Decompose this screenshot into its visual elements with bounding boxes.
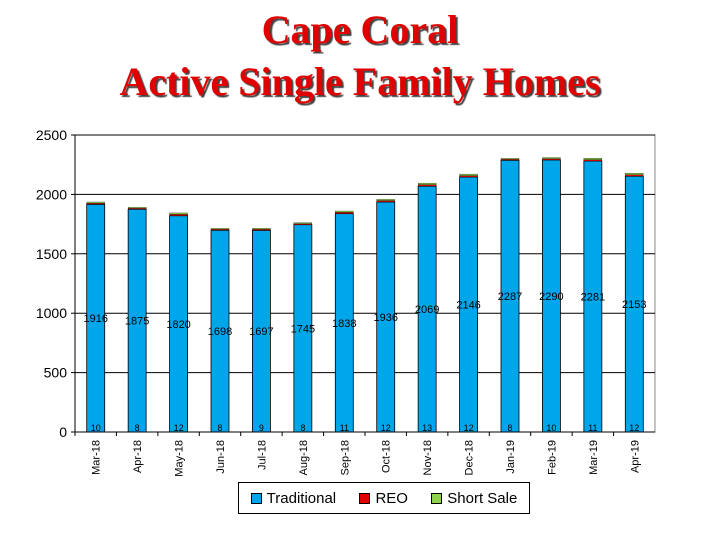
data-label-reo: 10 <box>91 423 101 433</box>
legend-swatch-reo <box>359 492 371 504</box>
x-tick-label: Jul-18 <box>256 440 268 470</box>
data-label-reo: 12 <box>629 423 639 433</box>
chart-legend: Traditional REO Short Sale <box>238 482 530 514</box>
x-tick-label: Dec-18 <box>464 440 476 475</box>
legend-swatch-short-sale <box>431 492 443 504</box>
data-label-traditional: 1875 <box>125 316 149 328</box>
x-tick-label: Sep-18 <box>339 440 351 475</box>
data-label-traditional: 1916 <box>83 313 107 325</box>
y-tick-label: 2500 <box>36 127 67 143</box>
chart-title-line1: Cape Coral <box>261 7 459 52</box>
bar-reo <box>86 203 105 205</box>
bar-short-sale <box>169 212 188 215</box>
legend-label-traditional: Traditional <box>266 489 337 507</box>
data-label-reo: 9 <box>259 423 264 433</box>
bar-short-sale <box>127 207 147 209</box>
data-label-reo: 11 <box>340 423 349 433</box>
bar-reo <box>376 200 395 203</box>
data-label-reo: 11 <box>588 423 597 433</box>
plot-area <box>74 134 656 433</box>
bar-reo <box>417 184 437 187</box>
bar-reo <box>583 159 603 162</box>
data-label-reo: 8 <box>217 423 222 433</box>
x-tick-label: Mar-18 <box>91 440 103 475</box>
data-label-reo: 8 <box>507 423 512 433</box>
data-label-traditional: 2287 <box>498 291 522 303</box>
bar-short-sale <box>86 201 105 204</box>
data-label-traditional: 1838 <box>332 318 356 330</box>
data-label-reo: 8 <box>300 423 305 433</box>
y-tick-label: 2000 <box>36 186 67 202</box>
bar-chart: 0 500 1000 1500 2000 2500 1916 10 Mar-18 1875 8 Apr… <box>36 127 656 477</box>
x-tick-label: Apr-18 <box>132 440 144 473</box>
x-tick-label: Jan-19 <box>505 440 517 474</box>
bar-short-sale <box>542 157 561 159</box>
bar-reo <box>459 175 478 178</box>
legend-swatch-traditional <box>250 492 262 504</box>
data-label-reo: 10 <box>546 423 556 433</box>
legend-label-short-sale: Short Sale <box>447 489 518 507</box>
x-tick-label: Aug-18 <box>298 440 310 475</box>
bar-reo <box>252 229 271 231</box>
bar-short-sale <box>417 182 437 185</box>
x-tick-label: Apr-19 <box>629 440 641 473</box>
legend-item-reo: REO <box>359 490 408 507</box>
legend-item-short-sale: Short Sale <box>431 490 517 507</box>
x-tick-label: May-18 <box>174 440 186 477</box>
data-label-traditional: 1820 <box>166 319 190 331</box>
x-tick-label: Jun-18 <box>215 440 227 474</box>
data-label-traditional: 1745 <box>291 323 315 335</box>
bar-short-sale <box>252 228 271 230</box>
bar-reo <box>542 158 561 161</box>
chart-title-line2: Active Single Family Homes <box>119 59 601 104</box>
data-label-reo: 13 <box>422 423 432 433</box>
bar-short-sale <box>500 158 520 160</box>
data-label-reo: 12 <box>381 423 391 433</box>
bar-short-sale <box>376 199 395 201</box>
y-tick-label: 1500 <box>36 246 67 262</box>
bar-short-sale <box>293 222 313 224</box>
bar-short-sale <box>210 228 230 230</box>
x-tick-label: Nov-18 <box>422 440 434 475</box>
bar-reo <box>625 174 644 177</box>
bar-short-sale <box>335 210 354 213</box>
data-label-traditional: 1698 <box>208 326 232 338</box>
y-tick-label: 500 <box>44 365 68 381</box>
y-tick-label: 1000 <box>36 305 67 321</box>
data-label-traditional: 2069 <box>415 304 439 316</box>
x-tick-label: Mar-19 <box>588 440 600 475</box>
data-label-traditional: 2153 <box>622 299 646 311</box>
data-label-traditional: 2281 <box>581 292 605 304</box>
bar-reo <box>169 214 188 216</box>
bar-short-sale <box>583 158 603 160</box>
x-tick-label: Feb-19 <box>546 440 558 475</box>
data-label-reo: 8 <box>135 423 140 433</box>
bar-short-sale <box>459 173 478 176</box>
y-tick-label: 0 <box>59 424 67 440</box>
data-label-traditional: 1697 <box>249 326 273 338</box>
data-label-reo: 12 <box>464 423 474 433</box>
data-label-traditional: 2146 <box>456 300 480 312</box>
data-label-reo: 12 <box>174 423 184 433</box>
legend-item-traditional: Traditional <box>250 489 337 507</box>
bar-short-sale <box>625 172 644 175</box>
data-label-traditional: 1936 <box>373 312 397 324</box>
x-tick-label: Oct-18 <box>381 440 393 473</box>
legend-label-reo: REO <box>375 489 408 507</box>
data-label-traditional: 2290 <box>539 291 563 303</box>
bar-reo <box>335 212 354 214</box>
